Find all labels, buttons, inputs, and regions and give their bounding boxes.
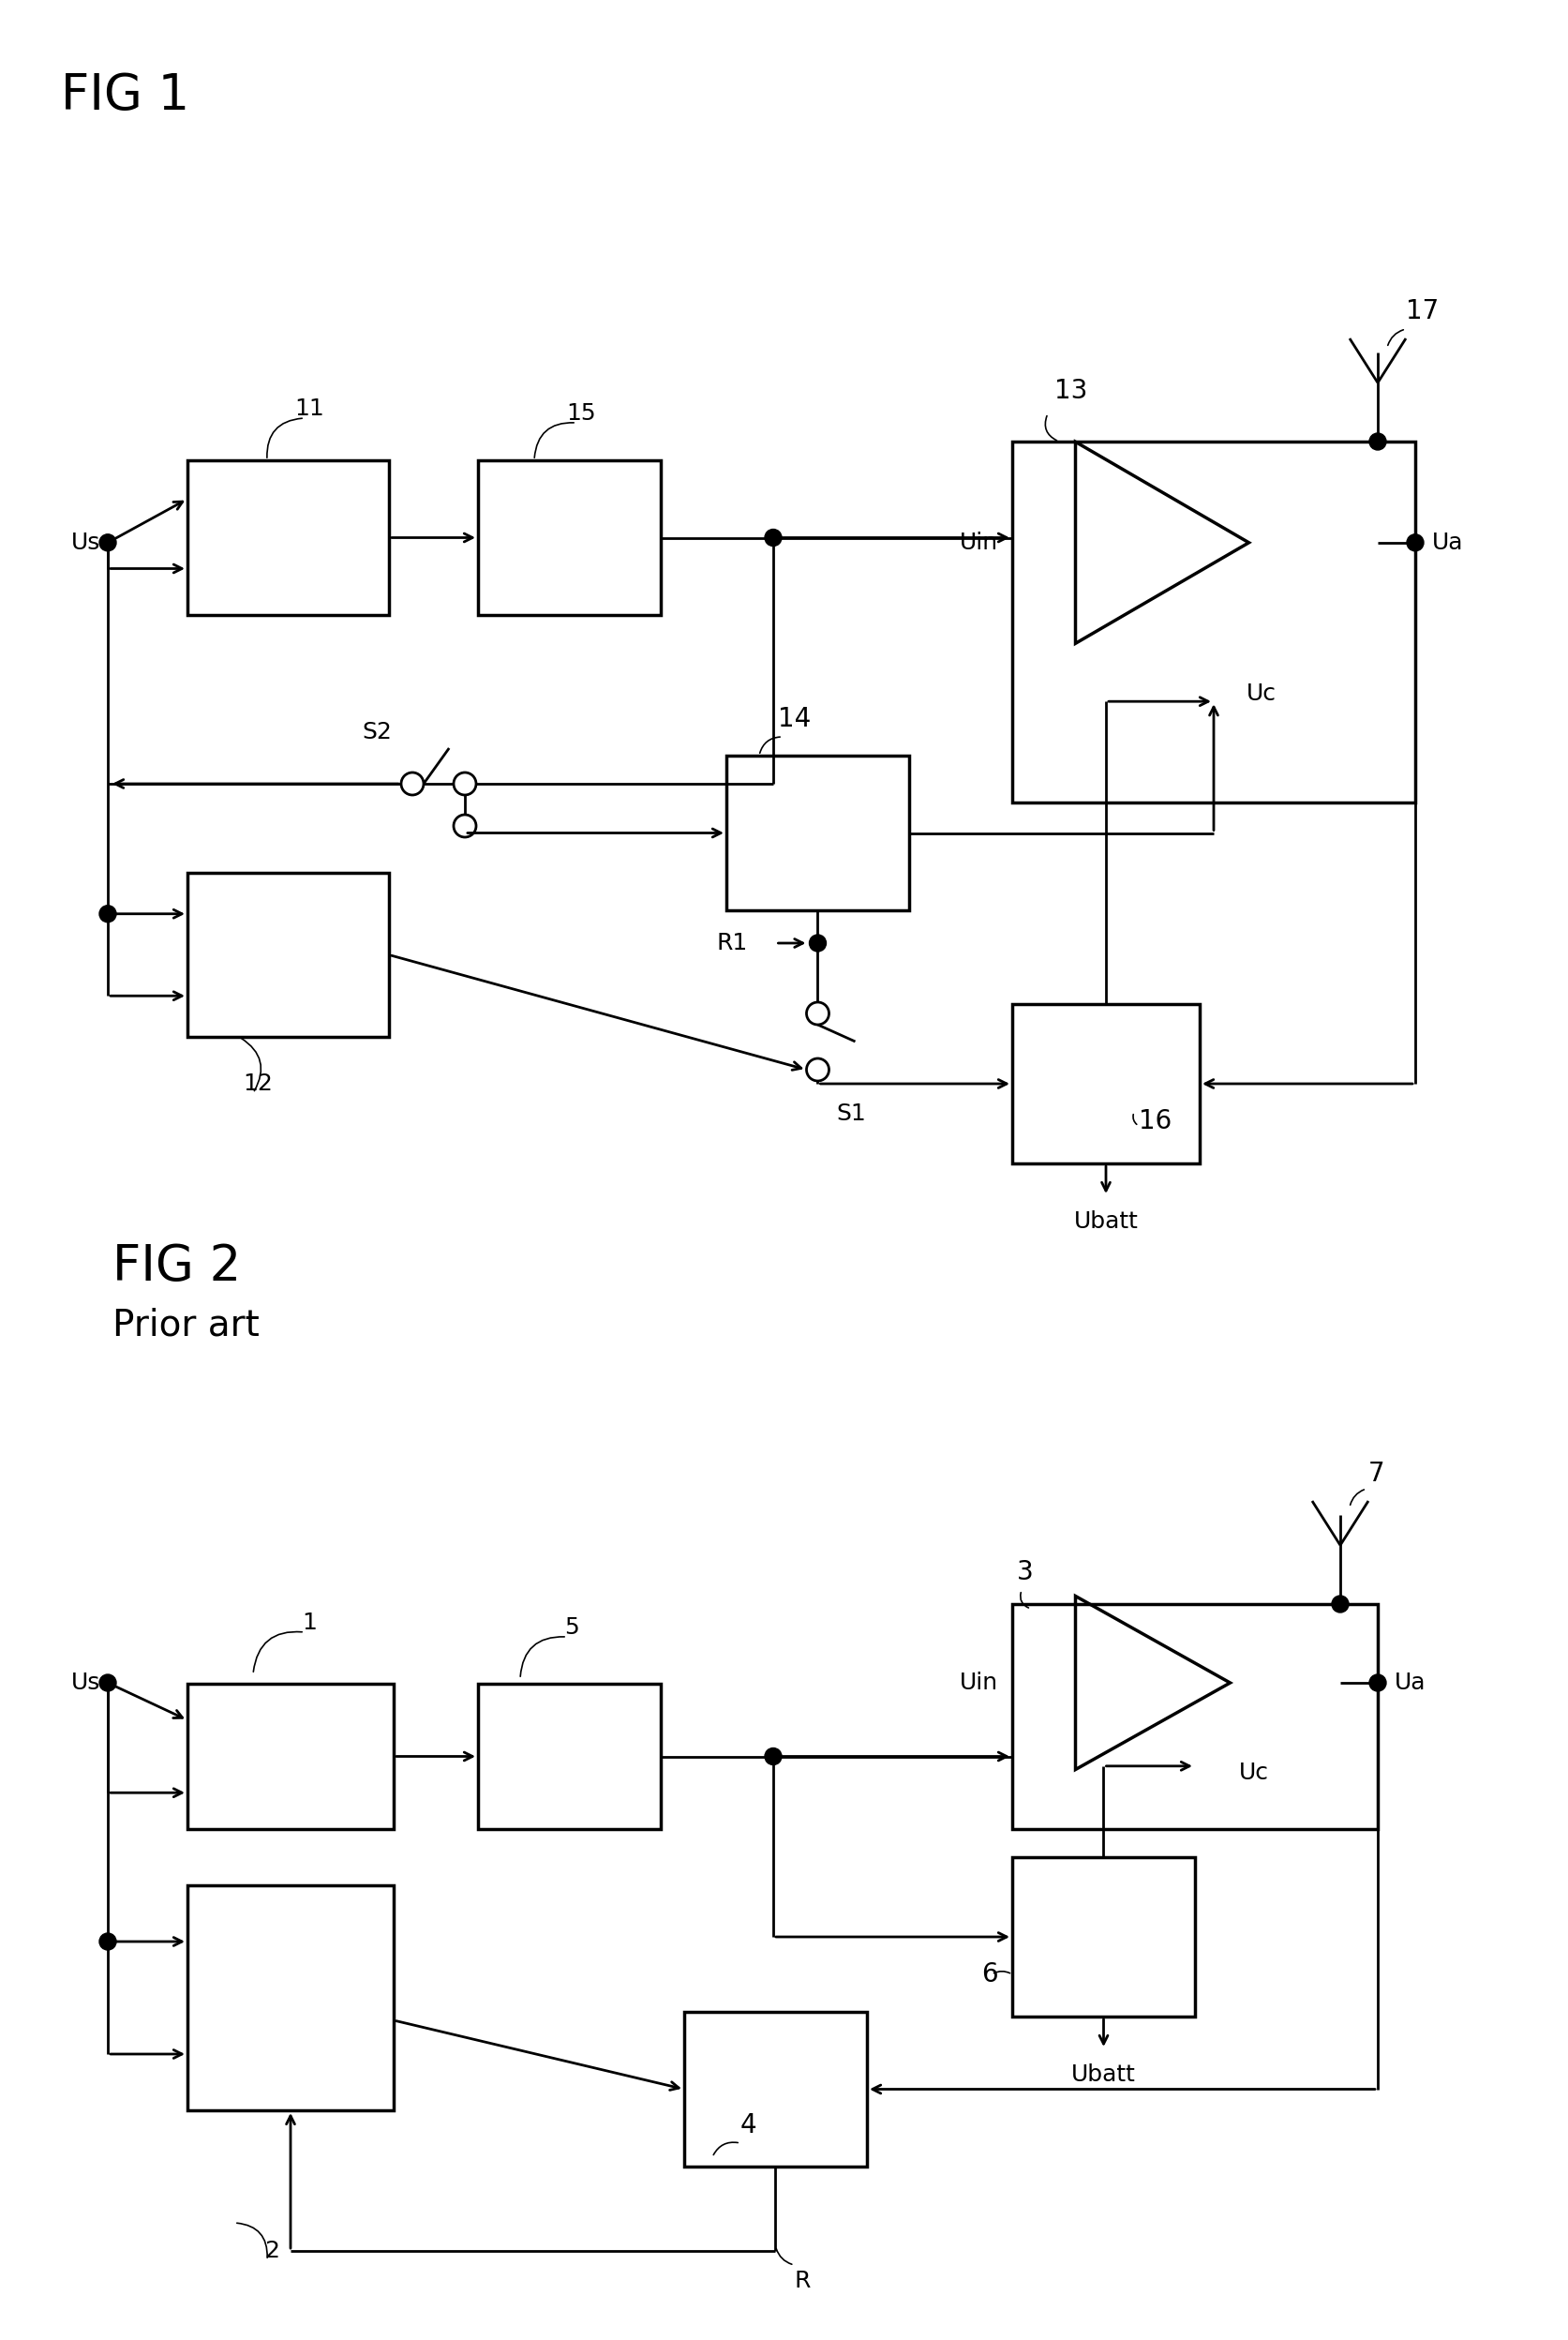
Bar	[1011, 1004, 1200, 1163]
Circle shape	[99, 1933, 116, 1949]
Text: R1: R1	[717, 931, 746, 955]
Bar	[1011, 1603, 1377, 1830]
Text: FIG 2: FIG 2	[113, 1243, 241, 1292]
Circle shape	[401, 772, 423, 796]
Circle shape	[99, 1675, 116, 1692]
Circle shape	[764, 1748, 781, 1764]
Text: R: R	[793, 2270, 811, 2293]
Circle shape	[806, 1058, 828, 1081]
Circle shape	[453, 814, 475, 838]
Text: Us: Us	[71, 1671, 100, 1694]
Text: 7: 7	[1367, 1460, 1385, 1486]
Bar	[187, 1685, 394, 1830]
Bar	[1011, 1858, 1195, 2017]
Text: 6: 6	[982, 1961, 997, 1987]
Text: S2: S2	[362, 721, 392, 744]
Circle shape	[1369, 1675, 1386, 1692]
Text: 15: 15	[566, 402, 596, 424]
Text: 3: 3	[1016, 1558, 1033, 1584]
Text: Uc: Uc	[1239, 1762, 1269, 1783]
Text: 16: 16	[1138, 1109, 1171, 1135]
Text: 2: 2	[263, 2239, 279, 2263]
Text: 4: 4	[740, 2113, 756, 2139]
Text: 17: 17	[1405, 297, 1438, 325]
Bar	[478, 461, 660, 615]
Text: S1: S1	[836, 1102, 866, 1126]
Circle shape	[806, 1002, 828, 1025]
Text: Ua: Ua	[1432, 531, 1463, 555]
Circle shape	[1331, 1596, 1348, 1612]
Circle shape	[809, 934, 826, 952]
Text: Ua: Ua	[1394, 1671, 1425, 1694]
Bar	[187, 873, 389, 1037]
Text: 14: 14	[778, 707, 811, 732]
Text: Uin: Uin	[960, 1671, 997, 1694]
Bar	[684, 2012, 867, 2167]
Circle shape	[453, 772, 475, 796]
Circle shape	[99, 906, 116, 922]
Circle shape	[99, 534, 116, 550]
Circle shape	[1406, 534, 1422, 550]
Bar	[478, 1685, 660, 1830]
Circle shape	[1369, 433, 1386, 449]
Text: FIG 1: FIG 1	[61, 70, 190, 119]
Bar	[187, 1886, 394, 2111]
Text: Uc: Uc	[1245, 683, 1275, 704]
Text: 11: 11	[295, 398, 325, 419]
Text: Ubatt: Ubatt	[1073, 1210, 1137, 1233]
Text: Us: Us	[71, 531, 100, 555]
Text: 13: 13	[1054, 377, 1087, 405]
Text: 12: 12	[243, 1072, 273, 1095]
Bar	[187, 461, 389, 615]
Text: Ubatt: Ubatt	[1071, 2064, 1135, 2085]
Text: 1: 1	[301, 1612, 317, 1633]
Bar	[726, 756, 908, 910]
Circle shape	[764, 529, 781, 545]
Text: Prior art: Prior art	[113, 1308, 259, 1343]
Text: Uin: Uin	[960, 531, 997, 555]
Bar	[1011, 442, 1414, 803]
Text: 5: 5	[564, 1617, 579, 1638]
